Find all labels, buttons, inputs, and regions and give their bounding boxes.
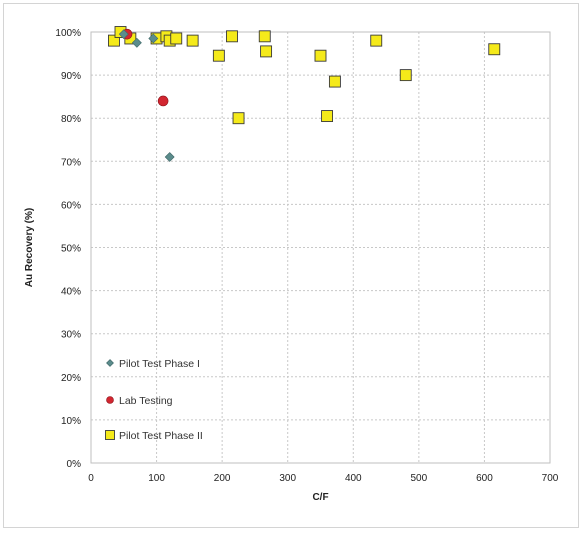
chart-frame: 0 100 200 300 400 500 600 700 0% 10% 20% 30% 40% 50%… — [3, 3, 579, 528]
x-tick-label: 0 — [88, 473, 94, 484]
data-point-square — [314, 49, 327, 62]
y-tick-label: 20% — [61, 373, 81, 384]
y-tick-label: 40% — [61, 287, 81, 298]
data-point-diamond — [148, 33, 159, 44]
x-tick-label: 600 — [476, 473, 493, 484]
y-tick-label: 10% — [61, 416, 81, 427]
data-point-circle — [106, 396, 114, 404]
y-axis-ticks: 0% 10% 20% 30% 40% 50% 60% 70% 80% 90% 100% — [55, 28, 81, 470]
x-tick-label: 100 — [148, 473, 165, 484]
data-point-circle — [157, 95, 169, 107]
data-point-square — [105, 430, 115, 440]
legend: Pilot Test Phase I Lab Testing Pilot Test … — [105, 358, 203, 442]
data-point-square — [370, 34, 383, 47]
data-point-square — [328, 75, 341, 88]
legend-label: Lab Testing — [119, 395, 173, 407]
legend-label: Pilot Test Phase II — [119, 430, 203, 442]
data-point-square — [488, 43, 501, 56]
data-point-square — [258, 30, 271, 43]
data-point-square — [232, 112, 245, 125]
data-point-diamond — [164, 152, 175, 162]
data-point-diamond — [118, 29, 129, 40]
y-tick-label: 50% — [61, 244, 81, 255]
grid — [90, 31, 551, 464]
x-tick-label: 700 — [542, 473, 559, 484]
data-points — [107, 26, 501, 162]
data-point-square — [260, 45, 273, 58]
x-tick-label: 500 — [411, 473, 428, 484]
x-axis-ticks: 0 100 200 300 400 500 600 700 — [88, 473, 559, 484]
y-tick-label: 90% — [61, 71, 81, 82]
y-tick-label: 70% — [61, 157, 81, 168]
y-tick-label: 0% — [67, 459, 82, 470]
x-tick-label: 200 — [214, 473, 231, 484]
x-tick-label: 400 — [345, 473, 362, 484]
data-point-square — [321, 110, 334, 122]
data-point-square — [226, 30, 238, 43]
x-axis-title: C/F — [312, 492, 328, 503]
data-point-square — [212, 49, 225, 62]
y-axis-title: Au Recovery (%) — [24, 208, 35, 287]
data-point-square — [399, 69, 412, 82]
data-point-square — [170, 32, 183, 45]
legend-label: Pilot Test Phase I — [119, 358, 200, 370]
data-point-diamond — [131, 37, 142, 48]
y-tick-label: 80% — [61, 114, 81, 125]
y-tick-label: 100% — [55, 28, 81, 39]
plot-area — [90, 31, 551, 464]
y-tick-label: 60% — [61, 200, 81, 211]
data-point-square — [107, 34, 120, 47]
data-point-square — [186, 34, 199, 47]
data-point-diamond — [106, 359, 114, 367]
x-tick-label: 300 — [279, 473, 296, 484]
y-tick-label: 30% — [61, 330, 81, 341]
chart-svg: 0 100 200 300 400 500 600 700 0% 10% 20% 30% 40% 50%… — [24, 26, 559, 503]
